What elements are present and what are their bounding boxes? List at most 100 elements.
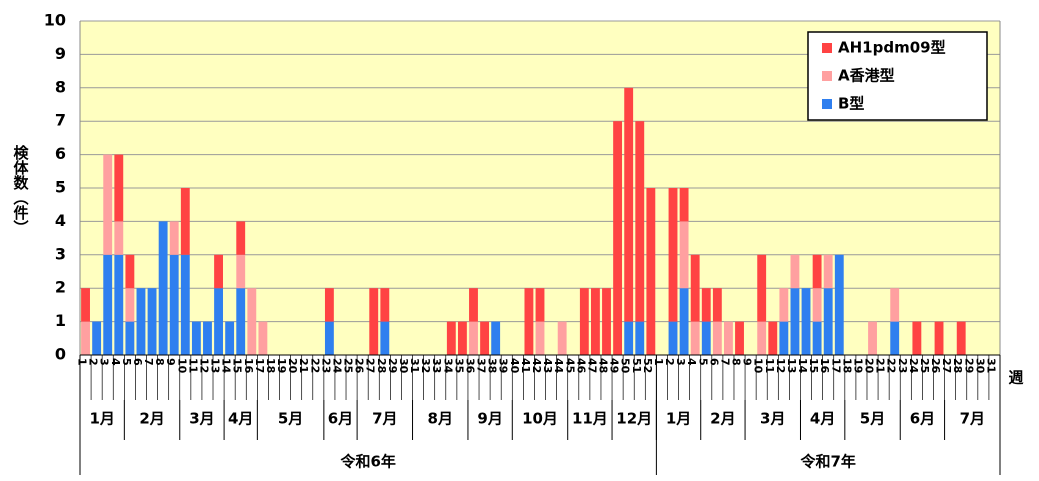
bar-segment — [868, 321, 877, 355]
x-tick-label: 13 — [785, 358, 798, 373]
bar-segment — [324, 321, 334, 355]
bar-segment — [147, 288, 157, 355]
bar-segment — [557, 321, 567, 355]
bar-segment — [81, 288, 90, 322]
x-tick-label: 31 — [984, 358, 997, 373]
x-tick-label: 30 — [397, 358, 410, 374]
x-tick-label: 4 — [109, 358, 122, 366]
bar-segment — [369, 288, 379, 355]
bar-segment — [191, 321, 201, 355]
year-label: 令和6年 — [340, 453, 395, 471]
bar-segment — [480, 321, 490, 355]
month-label: 2月 — [710, 410, 735, 428]
x-tick-label: 15 — [231, 358, 244, 373]
month-label: 7月 — [372, 410, 397, 428]
bar-segment — [823, 288, 833, 355]
x-tick-label: 27 — [364, 358, 377, 373]
bar-segment — [934, 321, 944, 355]
x-tick-label: 18 — [840, 358, 853, 373]
x-tick-label: 24 — [907, 358, 920, 374]
x-tick-label: 25 — [342, 358, 355, 373]
y-tick-label: 7 — [55, 111, 66, 130]
x-tick-label: 19 — [851, 358, 864, 373]
bar-segment — [679, 188, 689, 222]
x-tick-label: 46 — [574, 358, 587, 374]
x-tick-label: 17 — [829, 358, 842, 373]
legend-label: A香港型 — [838, 67, 895, 85]
bar-segment — [812, 254, 822, 289]
x-tick-label: 1 — [76, 358, 89, 366]
x-tick-label: 10 — [175, 358, 188, 374]
bar-segment — [812, 288, 822, 322]
bar-segment — [834, 254, 844, 355]
bar-segment — [125, 288, 135, 322]
bar-segment — [103, 154, 113, 255]
bar-segment — [469, 321, 478, 355]
x-tick-label: 22 — [308, 358, 321, 373]
x-tick-label: 35 — [452, 358, 465, 373]
y-tick-label: 2 — [55, 278, 66, 297]
x-tick-label: 7 — [718, 358, 731, 366]
bar-segment — [180, 254, 190, 355]
y-tick-label: 0 — [55, 345, 66, 364]
x-tick-label: 14 — [220, 358, 233, 374]
bar-segment — [624, 87, 634, 322]
x-tick-label: 11 — [763, 358, 776, 373]
bar-segment — [635, 121, 645, 322]
bar-segment — [203, 321, 212, 355]
x-tick-label: 8 — [153, 358, 166, 366]
month-label: 3月 — [189, 410, 214, 428]
x-tick-label: 2 — [87, 358, 100, 366]
legend-swatch — [822, 71, 832, 81]
bar-segment — [114, 221, 124, 255]
bar-segment — [103, 254, 113, 355]
month-label: 11月 — [572, 410, 608, 428]
month-label: 7月 — [960, 410, 985, 428]
x-tick-label: 50 — [619, 358, 632, 374]
bar-segment — [169, 254, 179, 355]
x-tick-label: 29 — [962, 358, 975, 373]
y-tick-label: 9 — [55, 44, 66, 63]
bar-segment — [801, 288, 811, 355]
legend-box — [807, 31, 988, 121]
x-tick-label: 6 — [131, 358, 144, 366]
legend-label: AH1pdm09型 — [838, 39, 946, 57]
bar-segment — [602, 288, 611, 355]
bar-segment — [779, 288, 789, 322]
x-tick-label: 26 — [353, 358, 366, 374]
bar-segment — [491, 321, 501, 355]
legend-swatch — [822, 43, 832, 53]
x-tick-label: 22 — [885, 358, 898, 373]
x-tick-label: 30 — [973, 358, 986, 374]
x-tick-label: 29 — [386, 358, 399, 373]
bar-segment — [247, 288, 257, 355]
bar-segment — [136, 288, 146, 355]
x-tick-label: 33 — [430, 358, 443, 373]
x-tick-label: 43 — [541, 358, 554, 373]
x-tick-label: 19 — [275, 358, 288, 373]
month-label: 5月 — [860, 410, 885, 428]
month-label: 6月 — [910, 410, 935, 428]
y-tick-label: 8 — [55, 77, 66, 96]
bar-segment — [790, 288, 800, 355]
bar-segment — [646, 188, 656, 355]
bar-segment — [890, 288, 900, 322]
bar-segment — [701, 321, 711, 355]
bar-segment — [125, 254, 135, 289]
x-tick-label: 49 — [608, 358, 621, 373]
bar-segment — [535, 288, 545, 322]
month-label: 2月 — [139, 410, 164, 428]
bar-segment — [81, 321, 90, 355]
bar-segment — [114, 154, 124, 222]
bar-segment — [735, 321, 744, 355]
x-tick-label: 5 — [696, 358, 709, 366]
year-label: 令和7年 — [800, 453, 855, 471]
x-tick-label: 12 — [774, 358, 787, 373]
legend-label: B型 — [838, 95, 864, 113]
x-tick-label: 9 — [164, 358, 177, 366]
bar-segment — [380, 288, 390, 322]
x-tick-label: 15 — [807, 358, 820, 373]
x-tick-label: 34 — [441, 358, 454, 374]
bar-segment — [236, 288, 246, 355]
